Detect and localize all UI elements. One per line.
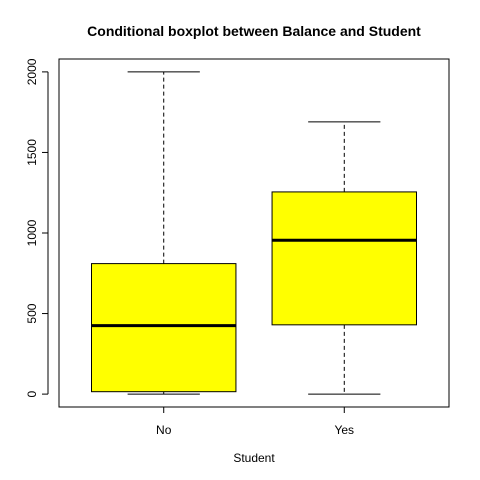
x-tick-label: No — [156, 423, 172, 437]
x-tick-label: Yes — [334, 423, 354, 437]
y-tick-label: 2000 — [25, 58, 39, 85]
x-axis: No Yes — [156, 406, 354, 437]
iqr-box — [271, 191, 417, 326]
y-axis: 0 500 1000 1500 2000 — [25, 58, 49, 397]
boxplot-series — [91, 71, 417, 395]
y-tick-label: 1000 — [25, 219, 39, 246]
chart-title: Conditional boxplot between Balance and … — [87, 23, 421, 39]
y-tick-label: 0 — [25, 390, 39, 397]
iqr-box — [91, 263, 237, 393]
y-tick-label: 1500 — [25, 139, 39, 166]
box-yes — [271, 121, 417, 395]
box-no — [91, 71, 237, 395]
y-tick-label: 500 — [25, 303, 39, 323]
x-axis-label: Student — [233, 451, 275, 465]
